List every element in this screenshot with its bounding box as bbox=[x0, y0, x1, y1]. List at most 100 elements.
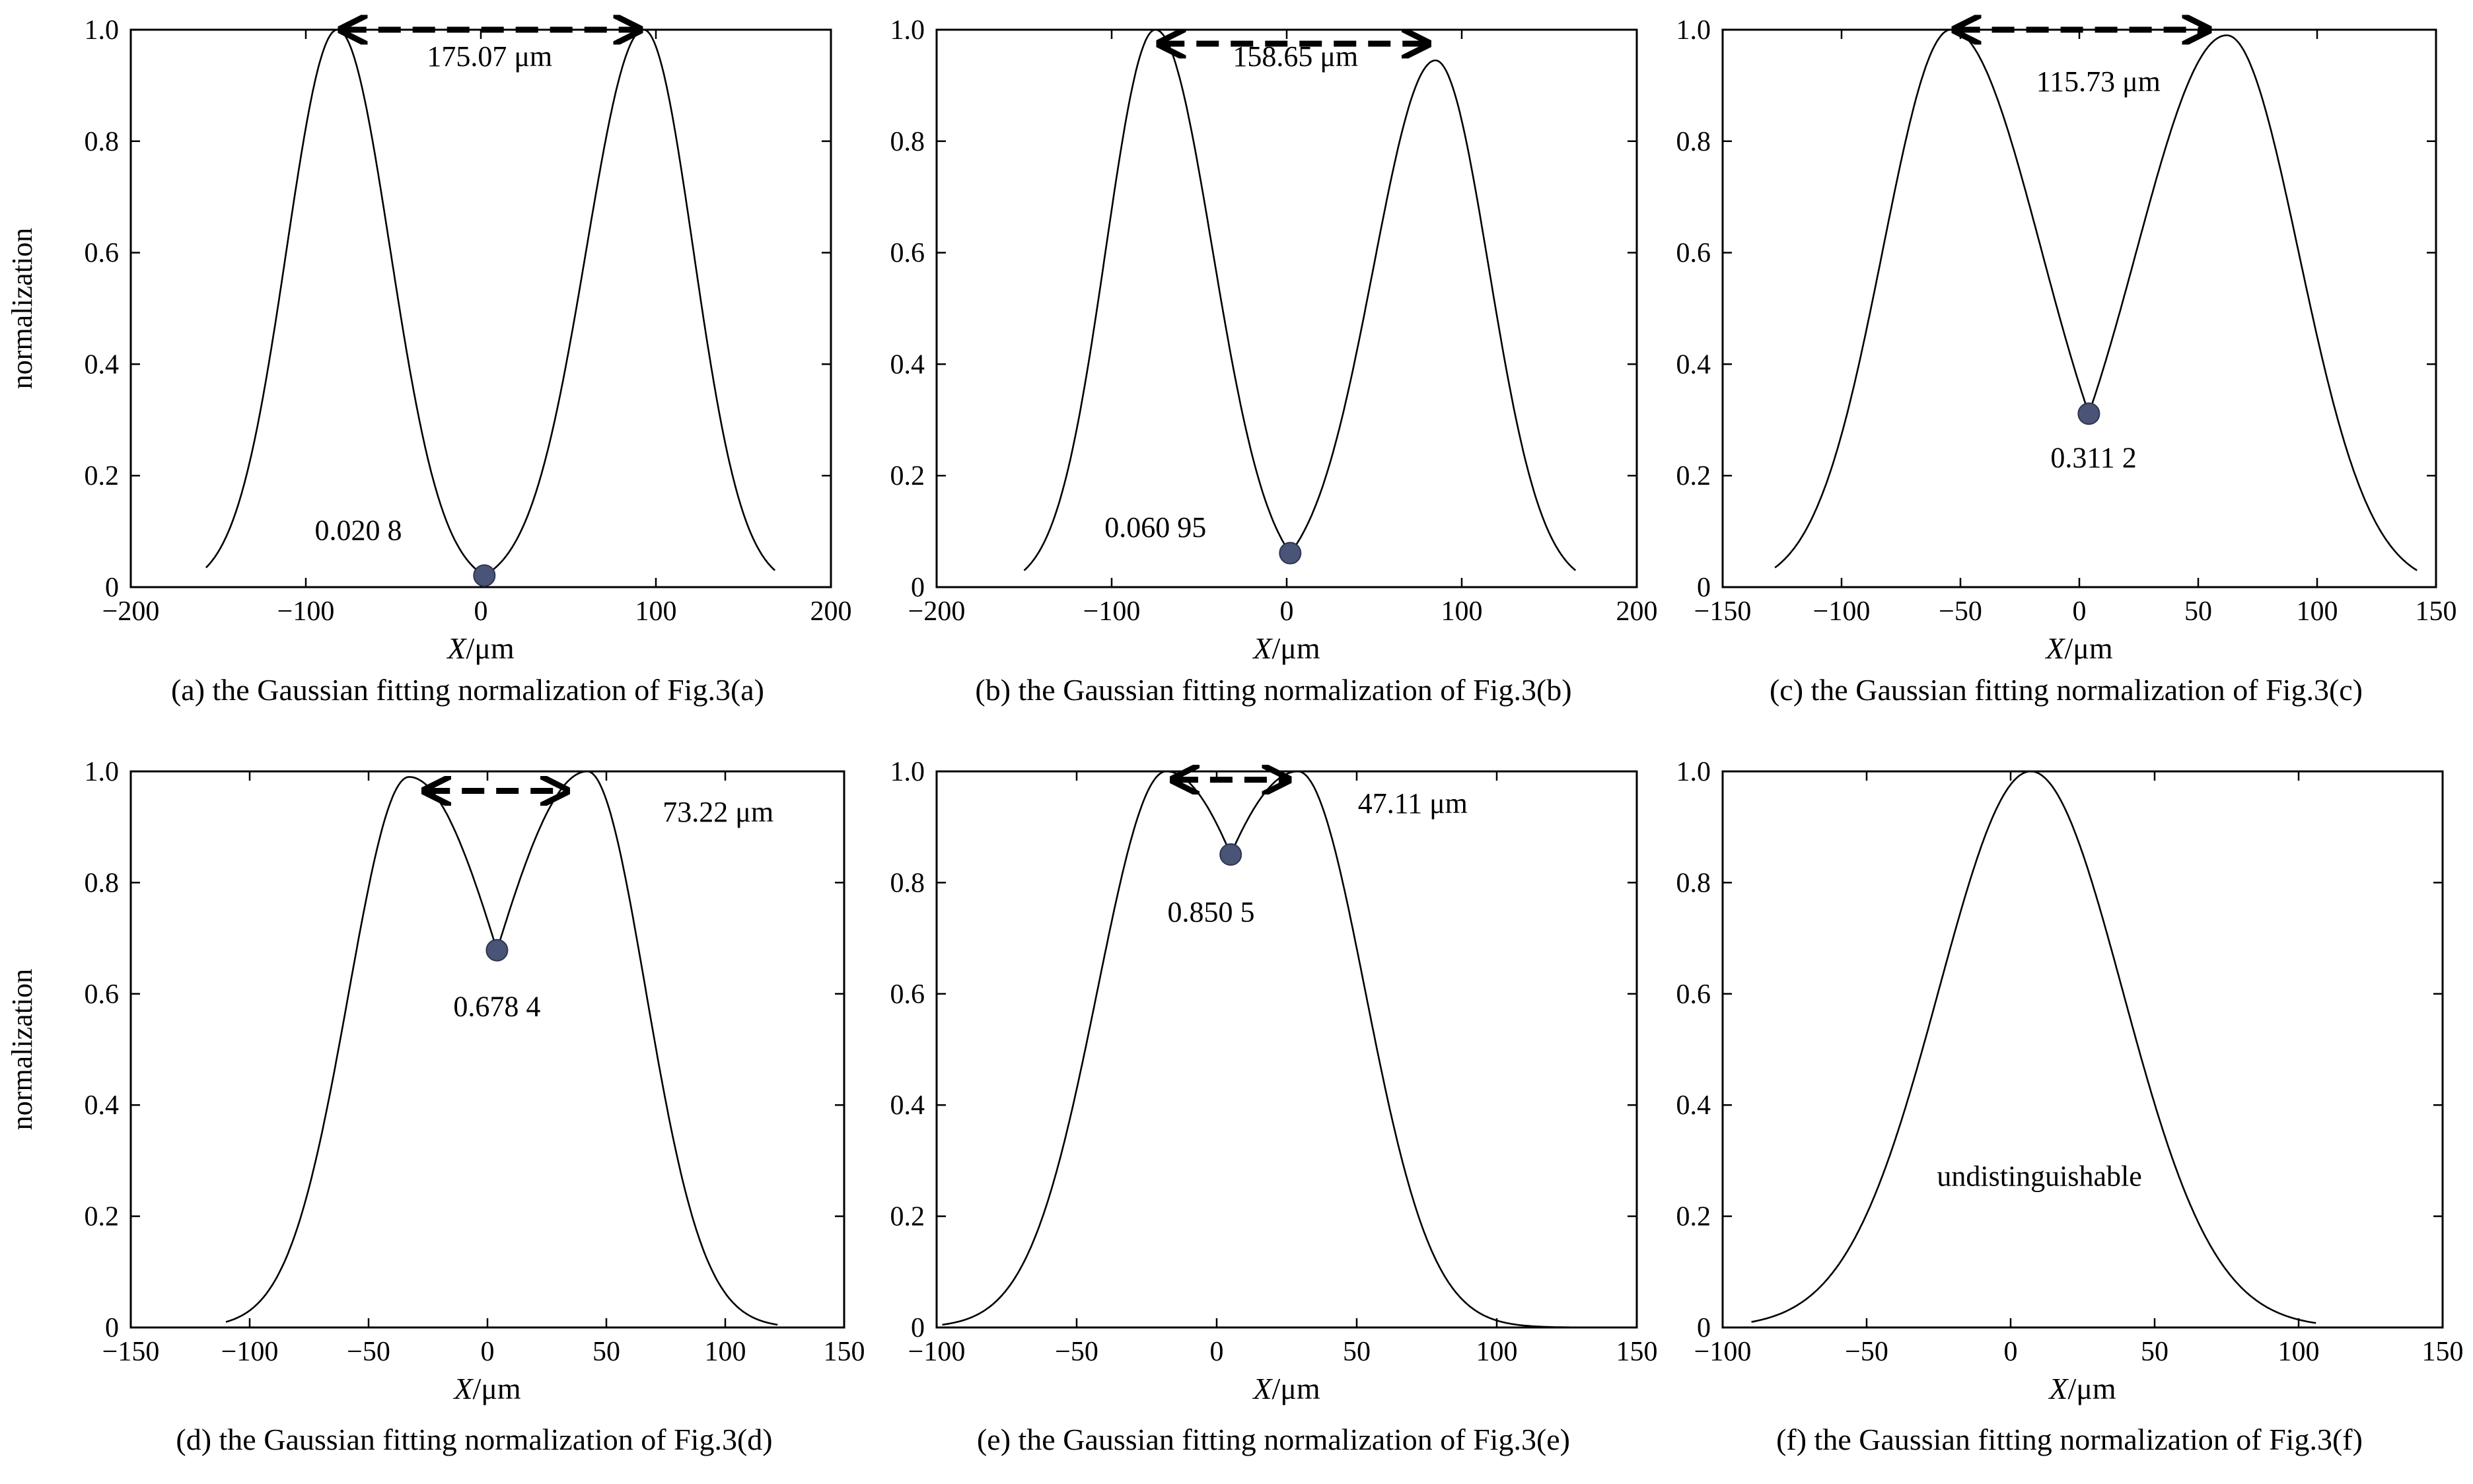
y-tick-label: 0.2 bbox=[1676, 461, 1711, 491]
x-tick-label: 100 bbox=[635, 596, 677, 627]
x-tick-label: 200 bbox=[810, 596, 852, 627]
y-tick-label: 0.4 bbox=[890, 349, 925, 380]
separation-label: 158.65 μm bbox=[1233, 40, 1358, 73]
separation-label: 115.73 μm bbox=[2036, 65, 2161, 98]
x-tick-label: 50 bbox=[1343, 1337, 1371, 1367]
panel-c: −150 −100 −50 0 50 100 150 0 0.2 0.4 0.6 0.8 1.0 X/μm… bbox=[1676, 15, 2457, 707]
minimum-label: 0.060 95 bbox=[1104, 511, 1206, 544]
plot-frame bbox=[129, 770, 845, 1329]
y-tick-label: 0.8 bbox=[1676, 868, 1711, 898]
y-tick-label: 0.8 bbox=[85, 127, 120, 157]
y-tick-label: 0.6 bbox=[890, 238, 925, 269]
series-line bbox=[1751, 770, 2316, 1324]
separation-label: undistinguishable bbox=[1937, 1160, 2141, 1192]
plot-frame bbox=[1721, 770, 2444, 1329]
x-tick-label: −100 bbox=[1694, 1337, 1752, 1367]
series-line bbox=[1023, 28, 1577, 571]
y-axis-label: normalization bbox=[6, 228, 38, 389]
panel-caption: (c) the Gaussian fitting normalization o… bbox=[1770, 673, 2363, 707]
x-tick-label: −100 bbox=[1813, 596, 1871, 627]
x-axis-label: X/μm bbox=[2044, 631, 2113, 665]
minimum-label: 0.020 8 bbox=[315, 514, 402, 546]
x-tick-label: 0 bbox=[1280, 596, 1294, 627]
x-tick-label: 0 bbox=[474, 596, 488, 627]
x-tick-label: 0 bbox=[1210, 1337, 1224, 1367]
panel-caption: (e) the Gaussian fitting normalization o… bbox=[977, 1423, 1570, 1456]
x-axis-label: X/μm bbox=[1252, 1372, 1320, 1405]
x-tick-label: −150 bbox=[1694, 596, 1752, 627]
x-tick-label: −50 bbox=[1939, 596, 1982, 627]
y-tick-label: 1.0 bbox=[85, 15, 120, 46]
y-tick-label: 0.2 bbox=[890, 1202, 925, 1232]
separation-label: 47.11 μm bbox=[1358, 787, 1468, 820]
panel-b: −200 −100 0 100 200 0 0.2 0.4 0.6 0.8 1.0 X/μm 0.060… bbox=[890, 15, 1658, 707]
x-tick-label: −100 bbox=[1083, 596, 1141, 627]
panel-f: −100 −50 0 50 100 150 0 0.2 0.4 0.6 0.8 1.0 X/μm undi… bbox=[1676, 757, 2464, 1456]
y-tick-label: 0.4 bbox=[1676, 349, 1711, 380]
x-tick-label: 50 bbox=[2184, 596, 2212, 627]
x-axis-label: X/μm bbox=[452, 1372, 521, 1405]
x-tick-label: −100 bbox=[221, 1337, 279, 1367]
series-line bbox=[942, 770, 1587, 1329]
minimum-label: 0.678 4 bbox=[453, 990, 540, 1022]
y-tick-label: 0.6 bbox=[1676, 238, 1711, 269]
y-tick-label: 1.0 bbox=[890, 15, 925, 46]
minimum-point bbox=[1279, 542, 1302, 565]
x-tick-label: 0 bbox=[2004, 1337, 2018, 1367]
y-tick-label: 0 bbox=[911, 573, 925, 603]
y-tick-label: 0.4 bbox=[85, 1090, 120, 1121]
panel-a: −200 −100 0 100 200 0 0.2 0.4 0.6 0.8 1.0 X/μm norma… bbox=[6, 15, 852, 707]
x-tick-label: 0 bbox=[2073, 596, 2087, 627]
x-tick-label: 150 bbox=[1616, 1337, 1658, 1367]
y-tick-label: 1.0 bbox=[1676, 757, 1711, 787]
x-tick-label: 100 bbox=[1476, 1337, 1518, 1367]
y-tick-label: 0.4 bbox=[890, 1090, 925, 1121]
y-tick-label: 1.0 bbox=[1676, 15, 1711, 46]
y-tick-label: 0.6 bbox=[85, 979, 120, 1010]
x-tick-label: 100 bbox=[1441, 596, 1483, 627]
y-tick-label: 0.8 bbox=[890, 868, 925, 898]
panel-d: −150 −100 −50 0 50 100 150 0 0.2 0.4 0.6 0.8 1.0 X/μm… bbox=[6, 757, 865, 1456]
minimum-label: 0.311 2 bbox=[2050, 442, 2136, 474]
y-tick-label: 0.2 bbox=[1676, 1202, 1711, 1232]
y-tick-label: 0.2 bbox=[890, 461, 925, 491]
x-tick-label: 100 bbox=[705, 1337, 746, 1367]
x-tick-label: 200 bbox=[1616, 596, 1658, 627]
x-tick-label: 150 bbox=[824, 1337, 865, 1367]
x-tick-label: −200 bbox=[908, 596, 966, 627]
y-tick-label: 0.8 bbox=[1676, 127, 1711, 157]
minimum-point bbox=[1219, 843, 1242, 866]
y-tick-label: 0.2 bbox=[85, 1202, 120, 1232]
y-axis-label: normalization bbox=[6, 969, 38, 1130]
x-tick-label: −100 bbox=[908, 1337, 966, 1367]
separation-label: 73.22 μm bbox=[663, 796, 773, 828]
minimum-point bbox=[473, 564, 496, 587]
x-axis-label: X/μm bbox=[1252, 631, 1320, 665]
minimum-point bbox=[485, 938, 509, 962]
panel-caption: (f) the Gaussian fitting normalization o… bbox=[1776, 1423, 2363, 1456]
x-tick-label: −150 bbox=[102, 1337, 160, 1367]
y-tick-label: 0.8 bbox=[890, 127, 925, 157]
y-tick-label: 1.0 bbox=[890, 757, 925, 787]
x-tick-label: 50 bbox=[2141, 1337, 2168, 1367]
separation-label: 175.07 μm bbox=[427, 40, 552, 73]
x-tick-label: −200 bbox=[102, 596, 160, 627]
y-tick-label: 0 bbox=[1697, 573, 1711, 603]
panel-e: −100 −50 0 50 100 150 0 0.2 0.4 0.6 0.8 1.0 X/μm 0.85… bbox=[890, 757, 1658, 1456]
series-line bbox=[1774, 28, 2418, 571]
y-tick-label: 0 bbox=[1697, 1313, 1711, 1343]
y-tick-label: 0 bbox=[105, 1313, 119, 1343]
x-tick-label: −50 bbox=[1845, 1337, 1888, 1367]
x-tick-label: −50 bbox=[1055, 1337, 1098, 1367]
x-axis-label: X/μm bbox=[446, 631, 515, 665]
x-tick-label: 150 bbox=[2422, 1337, 2464, 1367]
series-line bbox=[225, 770, 778, 1326]
plot-frame bbox=[935, 28, 1638, 588]
y-tick-label: 0 bbox=[911, 1313, 925, 1343]
minimum-point bbox=[2077, 402, 2100, 425]
x-tick-label: 100 bbox=[2278, 1337, 2320, 1367]
plot-frame bbox=[1721, 28, 2437, 588]
y-tick-label: 0.2 bbox=[85, 461, 120, 491]
y-tick-label: 0.6 bbox=[85, 238, 120, 269]
